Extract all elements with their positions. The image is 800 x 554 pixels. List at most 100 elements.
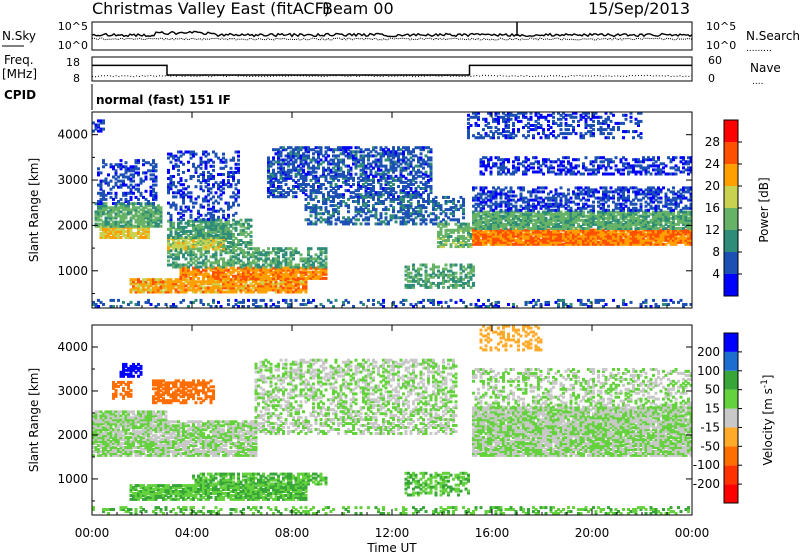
range-cell	[97, 119, 100, 123]
range-cell	[304, 189, 308, 193]
range-cell	[279, 172, 283, 176]
range-cell	[302, 265, 305, 269]
range-cell	[454, 204, 458, 208]
range-cell	[219, 257, 223, 261]
range-cell	[102, 232, 105, 235]
range-cell	[179, 284, 183, 288]
range-cell	[154, 220, 158, 224]
scatter-band-15	[472, 228, 693, 246]
range-cell	[219, 284, 223, 288]
range-cell	[457, 218, 460, 222]
range-cell	[277, 191, 280, 195]
range-cell	[187, 221, 190, 225]
range-cell	[209, 191, 213, 195]
range-cell	[197, 272, 200, 276]
range-cell	[289, 247, 293, 251]
range-cell	[267, 257, 270, 261]
range-cell	[309, 276, 313, 280]
range-cell	[229, 282, 233, 286]
range-cell	[252, 261, 255, 265]
range-cell	[222, 181, 225, 185]
range-cell	[277, 148, 280, 152]
range-cell	[199, 255, 203, 259]
range-cell	[279, 150, 283, 154]
range-cell	[284, 274, 288, 278]
range-cell	[134, 286, 138, 290]
range-cell	[192, 162, 195, 166]
range-cell	[147, 232, 150, 235]
range-cell	[202, 274, 205, 278]
range-cell	[217, 156, 220, 160]
range-cell	[112, 175, 115, 179]
range-cell	[269, 268, 273, 272]
range-cell	[127, 202, 130, 205]
range-cell	[137, 216, 140, 220]
noise-right-tick-bottom: 10^0	[706, 39, 736, 52]
range-cell	[207, 249, 210, 253]
range-cell	[229, 263, 233, 267]
range-cell	[182, 247, 185, 251]
range-cell	[194, 265, 198, 269]
range-cell	[182, 255, 185, 259]
range-cell	[249, 230, 253, 234]
range-cell	[304, 284, 308, 288]
range-cell	[409, 271, 413, 275]
range-cell	[174, 227, 178, 231]
range-cell	[217, 280, 220, 284]
range-cell	[299, 276, 303, 280]
range-cell	[302, 282, 305, 286]
range-cell	[207, 259, 210, 263]
range-cell	[134, 212, 138, 216]
range-cell	[139, 212, 143, 216]
range-cell	[252, 268, 255, 272]
range-cell	[177, 181, 180, 185]
range-cell	[124, 171, 128, 175]
range-cell	[279, 174, 283, 178]
range-cell	[189, 175, 193, 178]
range-cell	[137, 236, 140, 239]
range-cell	[184, 236, 188, 239]
range-cell	[277, 180, 280, 184]
range-cell	[304, 261, 308, 265]
range-cell	[124, 234, 128, 237]
range-cell	[99, 202, 103, 205]
range-cell	[174, 191, 178, 195]
range-cell	[272, 162, 275, 166]
range-cell	[169, 243, 173, 247]
range-cell	[252, 270, 255, 274]
range-cell	[274, 282, 278, 286]
range-cell	[239, 247, 243, 251]
range-cell	[242, 284, 245, 288]
range-cell	[179, 280, 183, 284]
range-cell	[192, 268, 195, 272]
range-cell	[272, 156, 275, 160]
range-cell	[249, 282, 253, 286]
range-cell	[297, 251, 300, 255]
range-cell	[124, 183, 128, 187]
range-cell	[249, 263, 253, 267]
range-cell	[104, 234, 108, 237]
range-cell	[227, 251, 230, 255]
range-cell	[177, 257, 180, 261]
range-cell	[129, 177, 133, 181]
range-cell	[109, 206, 113, 210]
range-cell	[222, 239, 225, 242]
range-cell	[114, 222, 118, 226]
range-cell	[352, 176, 355, 180]
range-cell	[252, 253, 255, 257]
range-cell	[207, 272, 210, 276]
range-cell	[372, 185, 375, 188]
range-cell	[157, 204, 160, 208]
range-cell	[247, 243, 250, 247]
range-cell	[202, 243, 205, 247]
range-cell	[164, 290, 168, 294]
range-cell	[172, 257, 175, 261]
range-cell	[239, 218, 243, 222]
range-cell	[192, 164, 195, 168]
range-cell	[302, 286, 305, 290]
range-cell	[229, 183, 233, 187]
range-cell	[172, 280, 175, 284]
range-cell	[224, 276, 228, 280]
range-cell	[249, 243, 253, 247]
range-cell	[352, 183, 355, 186]
